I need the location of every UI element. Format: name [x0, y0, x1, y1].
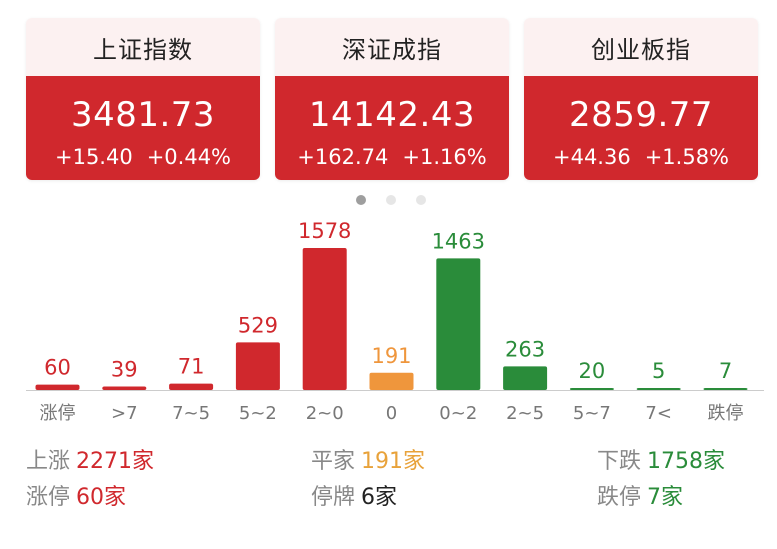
- category-tick-label: 0: [386, 403, 397, 424]
- index-name: 上证指数: [26, 18, 260, 76]
- bar-value-label: 1578: [298, 219, 351, 243]
- bar-value-label: 7: [719, 359, 732, 383]
- index-cards: 上证指数 3481.73 +15.40 +0.44% 深证成指 14142.43 …: [26, 18, 764, 180]
- category-tick-label: 5~2: [239, 403, 277, 424]
- index-card-shenzhen[interactable]: 深证成指 14142.43 +162.74 +1.16%: [275, 18, 509, 180]
- bar-value-label: 71: [178, 355, 205, 379]
- category-tick-label: 7<: [645, 403, 672, 424]
- summary-limit-down-label: 跌停: [597, 485, 642, 510]
- category-tick-label: 2~5: [506, 403, 544, 424]
- index-change-pct: +1.58%: [644, 145, 730, 169]
- pager-dot[interactable]: [386, 195, 396, 205]
- index-change: +44.36: [552, 145, 631, 169]
- summary-flat-value: 191家: [361, 449, 426, 474]
- pager-dot[interactable]: [356, 195, 366, 205]
- summary-limit-up-value: 60家: [76, 485, 127, 510]
- index-value: 2859.77: [568, 95, 714, 135]
- bar: [235, 342, 280, 390]
- bar: [369, 372, 414, 390]
- bar-value-label: 20: [579, 359, 606, 383]
- bar-value-label: 60: [44, 356, 71, 380]
- summary-flat: 平家 191家: [311, 447, 425, 477]
- index-change: +15.40: [54, 145, 133, 169]
- bar-value-label: 1463: [432, 229, 485, 253]
- index-quote: 2859.77 +44.36 +1.58%: [524, 76, 758, 180]
- summary-halt-label: 停牌: [311, 485, 356, 510]
- carousel-pager: [0, 195, 777, 205]
- bar: [703, 388, 748, 390]
- pager-dot[interactable]: [416, 195, 426, 205]
- bar-value-label: 191: [371, 344, 411, 368]
- summary-up-label: 上涨: [26, 449, 71, 474]
- index-card-chinext[interactable]: 创业板指 2859.77 +44.36 +1.58%: [524, 18, 758, 180]
- market-summary: 上涨 2271家 涨停 60家 平家 191家 停牌 6家 下跌 1758家 跌停 7家: [0, 444, 777, 524]
- bar: [35, 384, 80, 390]
- bar-value-label: 263: [505, 337, 545, 361]
- bar-value-label: 529: [238, 313, 278, 337]
- bar-value-label: 39: [111, 357, 138, 381]
- index-value: 14142.43: [308, 95, 476, 135]
- summary-halt: 停牌 6家: [311, 483, 397, 513]
- summary-up: 上涨 2271家: [26, 447, 154, 477]
- bar: [569, 388, 614, 390]
- bar: [636, 388, 681, 390]
- category-tick-label: >7: [111, 403, 138, 424]
- bar: [436, 258, 481, 390]
- bar: [102, 386, 147, 390]
- category-tick-label: 跌停: [708, 403, 744, 424]
- index-change-row: +44.36 +1.58%: [524, 144, 758, 170]
- index-change-row: +15.40 +0.44%: [26, 144, 260, 170]
- summary-down-label: 下跌: [597, 449, 642, 474]
- index-change: +162.74: [297, 145, 389, 169]
- bar-value-label: 5: [652, 359, 665, 383]
- category-tick-label: 5~7: [573, 403, 611, 424]
- index-name: 深证成指: [275, 18, 509, 76]
- category-tick-label: 涨停: [40, 403, 76, 424]
- index-change-row: +162.74 +1.16%: [275, 144, 509, 170]
- index-quote: 14142.43 +162.74 +1.16%: [275, 76, 509, 180]
- summary-limit-down: 跌停 7家: [597, 483, 683, 513]
- category-tick-label: 7~5: [172, 403, 210, 424]
- distribution-bar-chart: 60 涨停 39 >7 71 7~5 529 5~2 1578 2~0 191 0 1463 0~2 263…: [26, 219, 764, 424]
- bar: [169, 383, 214, 390]
- index-change-pct: +0.44%: [146, 145, 232, 169]
- category-tick-label: 0~2: [439, 403, 477, 424]
- summary-limit-down-value: 7家: [647, 485, 684, 510]
- index-change-pct: +1.16%: [402, 145, 487, 169]
- index-value: 3481.73: [70, 95, 216, 135]
- summary-limit-up-label: 涨停: [26, 485, 71, 510]
- summary-limit-up: 涨停 60家: [26, 483, 126, 513]
- summary-up-value: 2271家: [76, 449, 155, 474]
- index-card-shanghai[interactable]: 上证指数 3481.73 +15.40 +0.44%: [26, 18, 260, 180]
- bar: [302, 248, 347, 390]
- summary-halt-value: 6家: [361, 485, 398, 510]
- category-tick-label: 2~0: [306, 403, 344, 424]
- bar: [503, 366, 548, 390]
- summary-flat-label: 平家: [311, 449, 356, 474]
- summary-down-value: 1758家: [647, 449, 726, 474]
- index-name: 创业板指: [524, 18, 758, 76]
- rise-fall-distribution-chart: 60 涨停 39 >7 71 7~5 529 5~2 1578 2~0 191 0 1463 0~2 263…: [26, 219, 764, 424]
- summary-down: 下跌 1758家: [597, 447, 725, 477]
- index-quote: 3481.73 +15.40 +0.44%: [26, 76, 260, 180]
